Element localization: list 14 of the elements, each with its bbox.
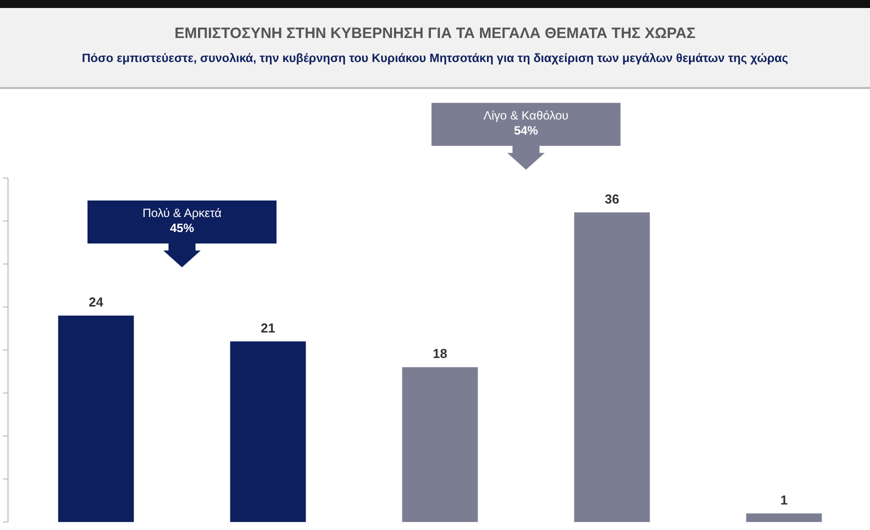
bar: [58, 316, 134, 522]
data-label: 21: [260, 320, 276, 336]
data-label: 24: [88, 294, 104, 310]
text: Λίγο & Καθόλου 54%: [484, 108, 568, 138]
annotation: Πολύ & Αρκετά 45%: [142, 206, 222, 235]
chart-title: ΕΜΠΙΣΤΟΣΥΝΗ ΣΤΗΝ ΚΥΒΕΡΝΗΣΗ ΓΙΑ ΤΑ ΜΕΓΑΛΑ ΘΕΜΑΤΑ ΤΗΣ ΧΩΡΑΣ: [174, 25, 696, 42]
data-label: 18: [432, 346, 448, 362]
bar: [402, 367, 478, 522]
data-label: 36: [604, 191, 620, 206]
bar: [746, 513, 822, 522]
chart-subtitle: Πόσο εμπιστεύεστε, συνολικά, την κυβέρνηση του Κυριάκου Μητσοτάκη για τη διαχείριση των μεγάλων θεμάτων της χώρας: [82, 51, 788, 65]
bar: [574, 212, 650, 522]
data-label: 1: [780, 492, 788, 508]
bar: [230, 341, 306, 522]
